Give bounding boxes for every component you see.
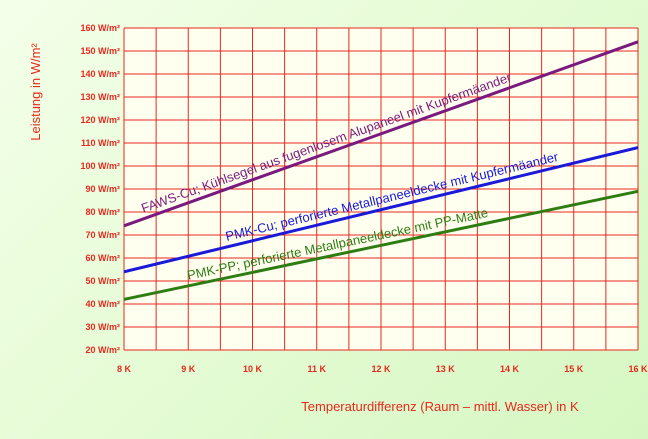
x-tick-label: 16 K [628,364,648,374]
y-tick-label: 80 W/m² [85,207,120,217]
x-tick-label: 15 K [564,364,584,374]
x-tick-labels: 8 K 9 K 10 K 11 K 12 K 13 K 14 K 15 K 16 K [117,364,648,374]
x-tick-label: 13 K [436,364,456,374]
y-tick-label: 150 W/m² [80,46,120,56]
series-line [123,189,639,301]
y-tick-label: 90 W/m² [85,184,120,194]
y-tick-label: 40 W/m² [85,299,120,309]
series-lines [123,40,639,301]
y-tick-label: 20 W/m² [85,345,120,355]
y-axis-title: Leistung in W/m² [28,43,43,141]
y-tick-label: 120 W/m² [80,115,120,125]
y-tick-label: 50 W/m² [85,276,120,286]
x-tick-label: 11 K [307,364,326,374]
series-line [123,146,639,274]
y-tick-label: 160 W/m² [80,23,120,33]
x-tick-label: 10 K [243,364,263,374]
series-line [123,40,639,228]
x-tick-label: 12 K [371,364,391,374]
x-tick-label: 9 K [181,364,196,374]
y-tick-label: 140 W/m² [80,69,120,79]
y-tick-labels: 20 W/m² 30 W/m² 40 W/m² 50 W/m² 60 W/m² 70 W/… [80,23,120,355]
y-tick-label: 70 W/m² [85,230,120,240]
x-axis-title: Temperaturdifferenz (Raum – mittl. Wasse… [301,399,579,414]
y-tick-label: 110 W/m² [81,138,120,148]
grid [123,27,639,351]
y-tick-label: 130 W/m² [80,92,120,102]
y-tick-label: 30 W/m² [85,322,120,332]
y-tick-label: 100 W/m² [80,161,120,171]
x-tick-label: 8 K [117,364,132,374]
x-tick-label: 14 K [500,364,520,374]
y-tick-label: 60 W/m² [85,253,120,263]
